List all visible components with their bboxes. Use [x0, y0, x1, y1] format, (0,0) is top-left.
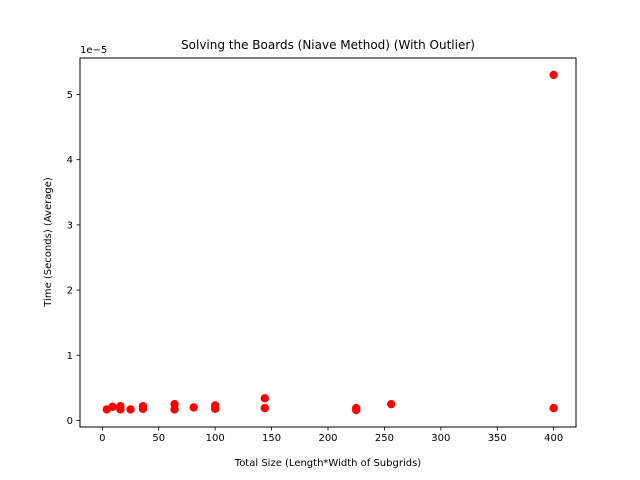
data-point — [260, 394, 270, 403]
y-tick-label: 5 — [67, 90, 73, 101]
data-point — [116, 405, 125, 414]
x-tick-label: 50 — [152, 433, 165, 444]
data-point — [549, 70, 558, 80]
axes-frame — [79, 57, 577, 428]
x-tick-label: 200 — [318, 433, 337, 444]
x-tick-label: 0 — [99, 433, 105, 444]
x-tick-label: 400 — [544, 433, 563, 444]
data-point — [352, 405, 361, 415]
x-tick-label: 150 — [262, 433, 281, 444]
x-tick-label: 300 — [431, 433, 450, 444]
data-point — [189, 403, 198, 412]
y-tick-label: 4 — [67, 155, 73, 166]
data-point — [126, 405, 135, 414]
y-tick-label: 1 — [67, 351, 73, 362]
y-tick-label: 2 — [67, 286, 73, 297]
y-axis-label: Time (Seconds) (Average) — [43, 177, 54, 308]
y-axis-ticks: 0 1 2 3 4 5 — [67, 90, 80, 427]
data-point — [170, 405, 179, 414]
y-tick-label: 0 — [67, 416, 73, 427]
y-tick-label: 3 — [67, 220, 73, 231]
data-point — [210, 404, 220, 413]
points-layer — [102, 70, 558, 415]
chart-title: Solving the Boards (Niave Method) (With … — [181, 38, 475, 52]
y-offset-label: 1e−5 — [80, 45, 107, 56]
data-point — [260, 403, 270, 413]
x-tick-label: 250 — [375, 433, 394, 444]
data-point — [386, 399, 396, 409]
x-axis-label: Total Size (Length*Width of Subgrids) — [234, 458, 422, 469]
data-point — [138, 404, 148, 413]
data-point — [549, 403, 558, 413]
x-tick-label: 100 — [206, 433, 225, 444]
x-axis-ticks: 0 50 100 150 200 250 300 350 400 — [99, 427, 563, 444]
x-tick-label: 350 — [488, 433, 507, 444]
data-point — [108, 402, 117, 411]
